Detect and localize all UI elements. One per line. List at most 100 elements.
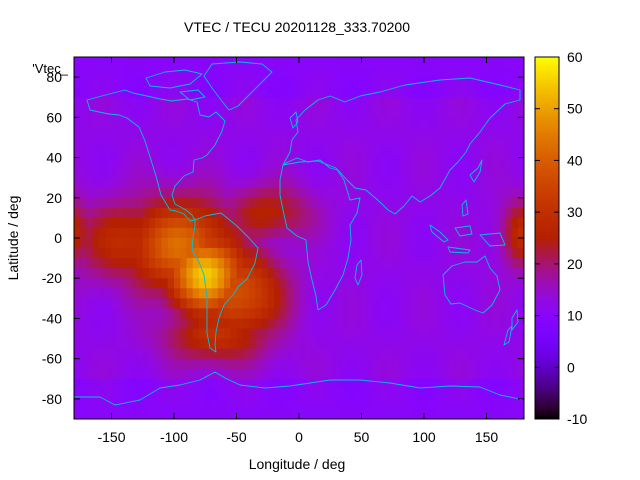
heatmap-cell	[511, 298, 519, 309]
heatmap-cell	[230, 127, 238, 139]
heatmap-cell	[267, 177, 275, 189]
heatmap-cell	[392, 107, 400, 118]
heatmap-cell	[292, 268, 300, 279]
heatmap-cell	[211, 268, 219, 279]
heatmap-cell	[405, 227, 413, 239]
heatmap-cell	[299, 157, 306, 169]
heatmap-cell	[161, 338, 169, 350]
heatmap-cell	[86, 308, 94, 320]
heatmap-cell	[505, 388, 513, 400]
heatmap-cell	[486, 207, 494, 219]
heatmap-cell	[492, 177, 500, 189]
heatmap-cell	[380, 368, 388, 380]
heatmap-cell	[267, 197, 275, 209]
heatmap-cell	[342, 398, 350, 410]
heatmap-cell	[286, 177, 294, 189]
heatmap-cell	[136, 298, 144, 309]
heatmap-cell	[249, 197, 256, 209]
heatmap-cell	[80, 358, 88, 370]
heatmap-cell	[186, 57, 194, 68]
heatmap-cell	[199, 217, 206, 229]
heatmap-cell	[430, 378, 438, 390]
heatmap-cell	[386, 368, 394, 380]
heatmap-cell	[317, 388, 325, 400]
heatmap-cell	[499, 388, 506, 400]
heatmap-cell	[380, 137, 388, 149]
heatmap-cell	[417, 238, 425, 249]
heatmap-cell	[461, 127, 469, 139]
heatmap-cell	[374, 358, 381, 370]
heatmap-cell	[149, 147, 156, 159]
heatmap-cell	[411, 238, 419, 249]
heatmap-cell	[480, 177, 488, 189]
heatmap-cell	[380, 127, 388, 139]
heatmap-cell	[274, 248, 281, 259]
heatmap-cell	[199, 268, 206, 279]
heatmap-cell	[480, 398, 488, 410]
heatmap-cell	[80, 308, 88, 320]
heatmap-cell	[386, 408, 394, 419]
heatmap-cell	[461, 338, 469, 350]
heatmap-cell	[492, 278, 500, 289]
heatmap-cell	[405, 147, 413, 159]
heatmap-cell	[436, 77, 444, 88]
heatmap-cell	[124, 87, 131, 98]
heatmap-cell	[86, 408, 94, 419]
heatmap-cell	[124, 268, 131, 279]
heatmap-cell	[361, 147, 369, 159]
heatmap-cell	[349, 358, 356, 370]
heatmap-cell	[505, 348, 513, 360]
heatmap-cell	[449, 328, 456, 340]
heatmap-cell	[105, 107, 113, 118]
heatmap-cell	[492, 238, 500, 249]
heatmap-cell	[155, 127, 163, 139]
heatmap-cell	[461, 137, 469, 149]
heatmap-cell	[474, 338, 481, 350]
heatmap-cell	[511, 398, 519, 410]
heatmap-cell	[280, 217, 288, 229]
colorbar-gradient	[535, 57, 559, 419]
heatmap-cell	[86, 57, 94, 68]
heatmap-cell	[167, 268, 175, 279]
heatmap-cell	[149, 77, 156, 88]
heatmap-cell	[305, 278, 313, 289]
heatmap-cell	[342, 167, 350, 179]
heatmap-cell	[492, 388, 500, 400]
heatmap-cell	[417, 127, 425, 139]
heatmap-cell	[236, 187, 244, 199]
heatmap-cell	[399, 298, 406, 309]
heatmap-cell	[174, 107, 181, 118]
heatmap-cell	[255, 268, 263, 279]
heatmap-cell	[236, 167, 244, 179]
heatmap-cell	[492, 127, 500, 139]
y-tick-label: 20	[46, 190, 62, 206]
heatmap-cell	[186, 298, 194, 309]
heatmap-cell	[261, 238, 269, 249]
heatmap-cell	[330, 67, 338, 78]
heatmap-cell	[230, 147, 238, 159]
heatmap-cell	[267, 368, 275, 380]
heatmap-cell	[230, 318, 238, 330]
heatmap-cell	[192, 358, 200, 370]
heatmap-cell	[455, 388, 463, 400]
heatmap-cell	[455, 368, 463, 380]
heatmap-cell	[449, 288, 456, 299]
heatmap-cell	[292, 137, 300, 149]
heatmap-cell	[455, 348, 463, 360]
heatmap-cell	[317, 248, 325, 259]
heatmap-cell	[305, 338, 313, 350]
heatmap-cell	[467, 57, 475, 68]
heatmap-cell	[224, 157, 231, 169]
heatmap-cell	[492, 348, 500, 360]
heatmap-cell	[436, 388, 444, 400]
heatmap-cell	[299, 197, 306, 209]
heatmap-cell	[461, 408, 469, 419]
heatmap-cell	[424, 147, 431, 159]
heatmap-cell	[205, 298, 213, 309]
heatmap-cell	[149, 278, 156, 289]
heatmap-cell	[480, 87, 488, 98]
heatmap-cell	[392, 248, 400, 259]
heatmap-cell	[105, 147, 113, 159]
heatmap-cell	[124, 207, 131, 219]
heatmap-cell	[299, 288, 306, 299]
